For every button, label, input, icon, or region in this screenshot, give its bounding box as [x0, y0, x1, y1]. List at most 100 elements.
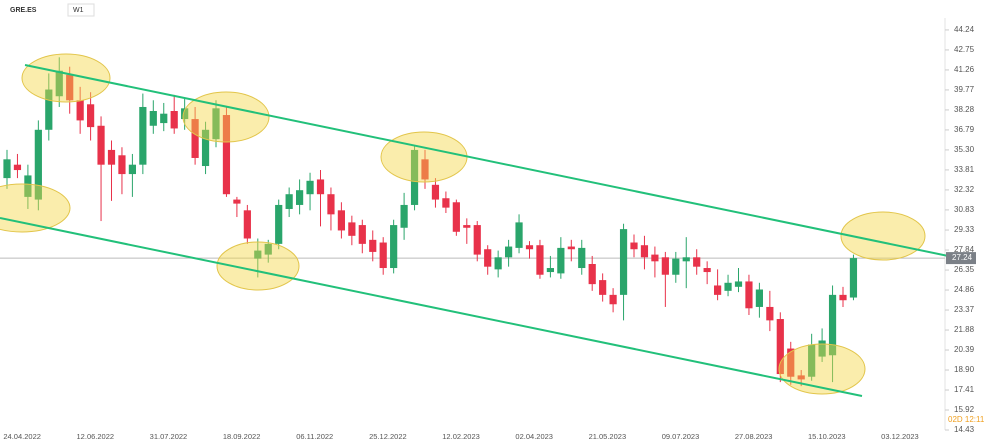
highlight	[182, 91, 270, 143]
candle-body	[222, 115, 231, 195]
candle-body	[107, 149, 116, 165]
highlight	[380, 131, 468, 183]
candle-body	[149, 111, 157, 126]
y-tick-label: 14.43	[954, 425, 975, 434]
last-price-box	[946, 252, 976, 265]
candle-body	[787, 348, 795, 377]
y-tick-label: 39.77	[954, 85, 975, 94]
candle-body	[463, 225, 471, 228]
candle-body	[442, 198, 450, 208]
candle-body	[452, 202, 460, 232]
y-tick-label: 21.88	[954, 325, 975, 334]
y-tick-label: 35.30	[954, 145, 975, 154]
x-tick-label: 06.11.2022	[296, 432, 333, 441]
x-tick-label: 24.04.2022	[3, 432, 41, 441]
candle-body	[734, 281, 743, 287]
candle-body	[745, 281, 753, 309]
candle-body	[285, 194, 293, 209]
candle-body	[379, 242, 387, 269]
interval-box[interactable]	[67, 3, 95, 17]
candle-body	[358, 225, 366, 244]
candle-body	[369, 239, 377, 252]
y-tick-label: 41.26	[954, 65, 975, 74]
candle-body	[693, 257, 701, 267]
candle-body	[24, 175, 32, 197]
x-tick-label: 27.08.2023	[735, 432, 773, 441]
candle-body	[651, 254, 659, 262]
y-tick-label: 29.33	[954, 225, 975, 234]
candle-body	[588, 263, 596, 285]
candle-body	[421, 159, 429, 180]
candle-body	[348, 222, 356, 236]
y-tick-label: 24.86	[954, 285, 975, 294]
candle-body	[525, 245, 534, 250]
candle-body	[484, 249, 492, 267]
candle-body	[661, 257, 669, 275]
highlights	[0, 53, 926, 395]
candle-body	[808, 344, 816, 377]
candle-body	[275, 204, 283, 244]
candle-body	[818, 340, 826, 357]
candle-body	[546, 268, 554, 273]
candle-body	[296, 190, 304, 205]
candle-body	[118, 155, 126, 175]
candle-body	[766, 306, 774, 321]
candle-body	[337, 210, 345, 231]
candle-body	[755, 289, 763, 307]
candle-body	[599, 280, 607, 295]
highlight	[21, 53, 111, 103]
candle-body	[97, 125, 105, 165]
highlight	[840, 211, 926, 261]
candle-body	[828, 294, 837, 356]
candle-body	[34, 129, 42, 200]
interval[interactable]: W1	[73, 7, 84, 14]
y-tick-label: 18.90	[954, 365, 975, 374]
candle-body	[703, 268, 711, 273]
stamp: 02D 12:11	[948, 415, 985, 424]
candle-body	[630, 242, 638, 250]
candle-body	[505, 246, 513, 258]
y-tick-label: 20.39	[954, 345, 975, 354]
candle-body	[13, 164, 22, 171]
highlight	[778, 343, 866, 395]
last-price-label: 27.24	[952, 253, 973, 262]
y-tick-label: 36.79	[954, 125, 975, 134]
candle-body	[264, 243, 272, 255]
symbol[interactable]: GRE.ES	[10, 7, 37, 14]
candle-body	[494, 257, 502, 270]
candle-body	[316, 179, 325, 195]
y-tick-label: 17.41	[954, 385, 975, 394]
candle-body	[410, 149, 419, 205]
candle-body	[212, 108, 220, 140]
highlight	[0, 183, 71, 233]
candle-body	[473, 225, 481, 255]
candle-body	[76, 100, 84, 121]
candle-body	[724, 282, 732, 291]
x-tick-label: 31.07.2022	[150, 432, 188, 441]
candle-body	[640, 245, 649, 258]
candle-body	[170, 111, 178, 129]
candle-body	[400, 204, 408, 228]
x-tick-label: 15.10.2023	[808, 432, 846, 441]
x-tick-label: 03.12.2023	[881, 432, 919, 441]
candle-body	[3, 159, 11, 179]
y-tick-label: 32.32	[954, 185, 975, 194]
candle-body	[327, 194, 335, 215]
channel-lower	[0, 217, 863, 397]
y-tick-label: 23.37	[954, 305, 975, 314]
y-tick-label: 15.92	[954, 405, 975, 414]
candle-body	[619, 229, 628, 295]
highlight	[216, 241, 300, 291]
x-tick-label: 25.12.2022	[369, 432, 407, 441]
candle-body	[578, 247, 586, 269]
candle-body	[515, 222, 523, 248]
candle-body	[714, 285, 722, 295]
candle-body	[128, 164, 136, 175]
candle-body	[557, 247, 565, 274]
x-tick-label: 09.07.2023	[662, 432, 700, 441]
candle-body	[87, 104, 95, 128]
candle-body	[839, 294, 847, 301]
x-tick-label: 12.02.2023	[442, 432, 480, 441]
candle-body	[776, 319, 784, 375]
